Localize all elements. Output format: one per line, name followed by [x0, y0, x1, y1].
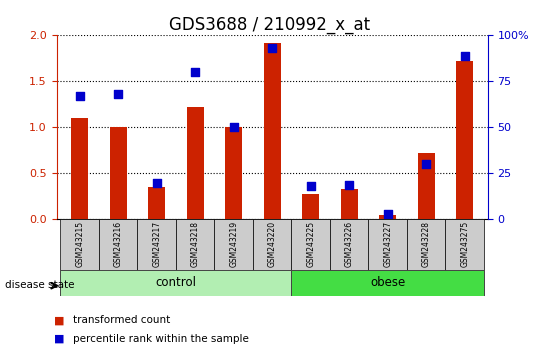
Bar	[60, 219, 99, 271]
Bar	[148, 187, 165, 219]
Text: GSM243219: GSM243219	[229, 221, 238, 267]
Point	[460, 53, 469, 58]
Text: GSM243225: GSM243225	[306, 221, 315, 267]
Text: ■: ■	[54, 334, 64, 344]
Point	[75, 93, 84, 99]
Text: obese: obese	[370, 276, 405, 289]
Point	[230, 125, 238, 130]
Bar	[330, 219, 369, 271]
Bar	[137, 219, 176, 271]
Point	[422, 161, 431, 167]
Point	[383, 211, 392, 217]
Text: GSM243216: GSM243216	[114, 221, 123, 267]
Point	[191, 69, 199, 75]
Bar	[71, 118, 88, 219]
Text: GSM243275: GSM243275	[460, 221, 469, 267]
Bar	[109, 127, 127, 219]
Bar	[369, 219, 407, 271]
Bar	[225, 127, 243, 219]
Text: control: control	[155, 276, 196, 289]
Bar	[445, 219, 484, 271]
Point	[153, 180, 161, 185]
Bar	[99, 219, 137, 271]
Text: transformed count: transformed count	[73, 315, 170, 325]
Bar	[215, 219, 253, 271]
Bar	[186, 107, 204, 219]
Bar	[341, 189, 358, 219]
Bar	[302, 194, 319, 219]
Bar	[292, 270, 484, 296]
Text: ■: ■	[54, 315, 64, 325]
Bar	[176, 219, 215, 271]
Bar	[379, 215, 396, 219]
Point	[114, 91, 122, 97]
Point	[345, 182, 354, 187]
Text: GSM243215: GSM243215	[75, 221, 84, 267]
Text: GSM243218: GSM243218	[191, 221, 199, 267]
Text: GSM243217: GSM243217	[152, 221, 161, 267]
Text: GDS3688 / 210992_x_at: GDS3688 / 210992_x_at	[169, 16, 370, 34]
Text: GSM243227: GSM243227	[383, 221, 392, 267]
Bar	[264, 43, 281, 219]
Bar	[60, 270, 292, 296]
Bar	[456, 61, 473, 219]
Point	[268, 45, 277, 51]
Text: disease state: disease state	[5, 280, 75, 290]
Bar	[407, 219, 445, 271]
Text: percentile rank within the sample: percentile rank within the sample	[73, 334, 248, 344]
Text: GSM243226: GSM243226	[345, 221, 354, 267]
Bar	[418, 153, 435, 219]
Point	[306, 183, 315, 189]
Bar	[292, 219, 330, 271]
Text: GSM243228: GSM243228	[421, 221, 431, 267]
Text: GSM243220: GSM243220	[268, 221, 277, 267]
Bar	[253, 219, 292, 271]
